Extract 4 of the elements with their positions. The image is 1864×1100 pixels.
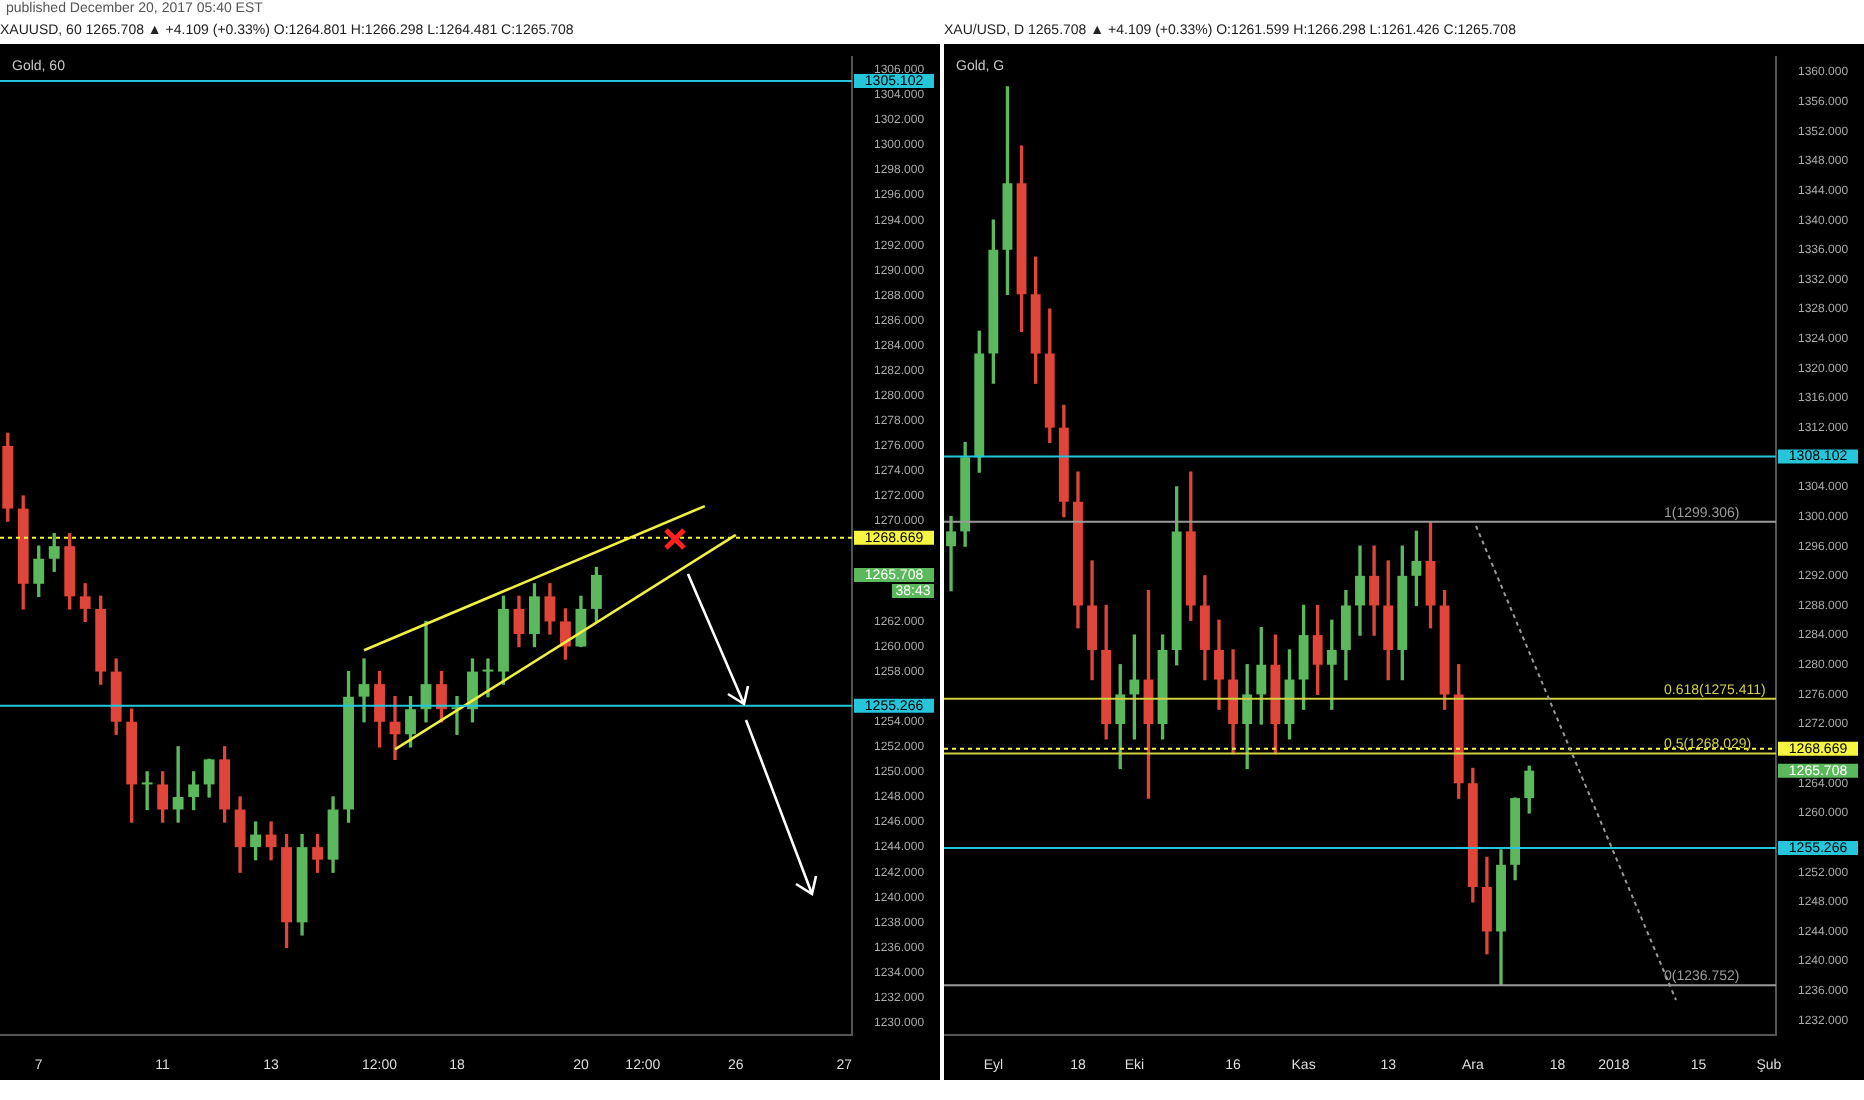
candlestick — [172, 746, 184, 823]
candlestick — [946, 515, 956, 592]
candlestick — [358, 658, 370, 723]
candlestick — [482, 658, 494, 698]
